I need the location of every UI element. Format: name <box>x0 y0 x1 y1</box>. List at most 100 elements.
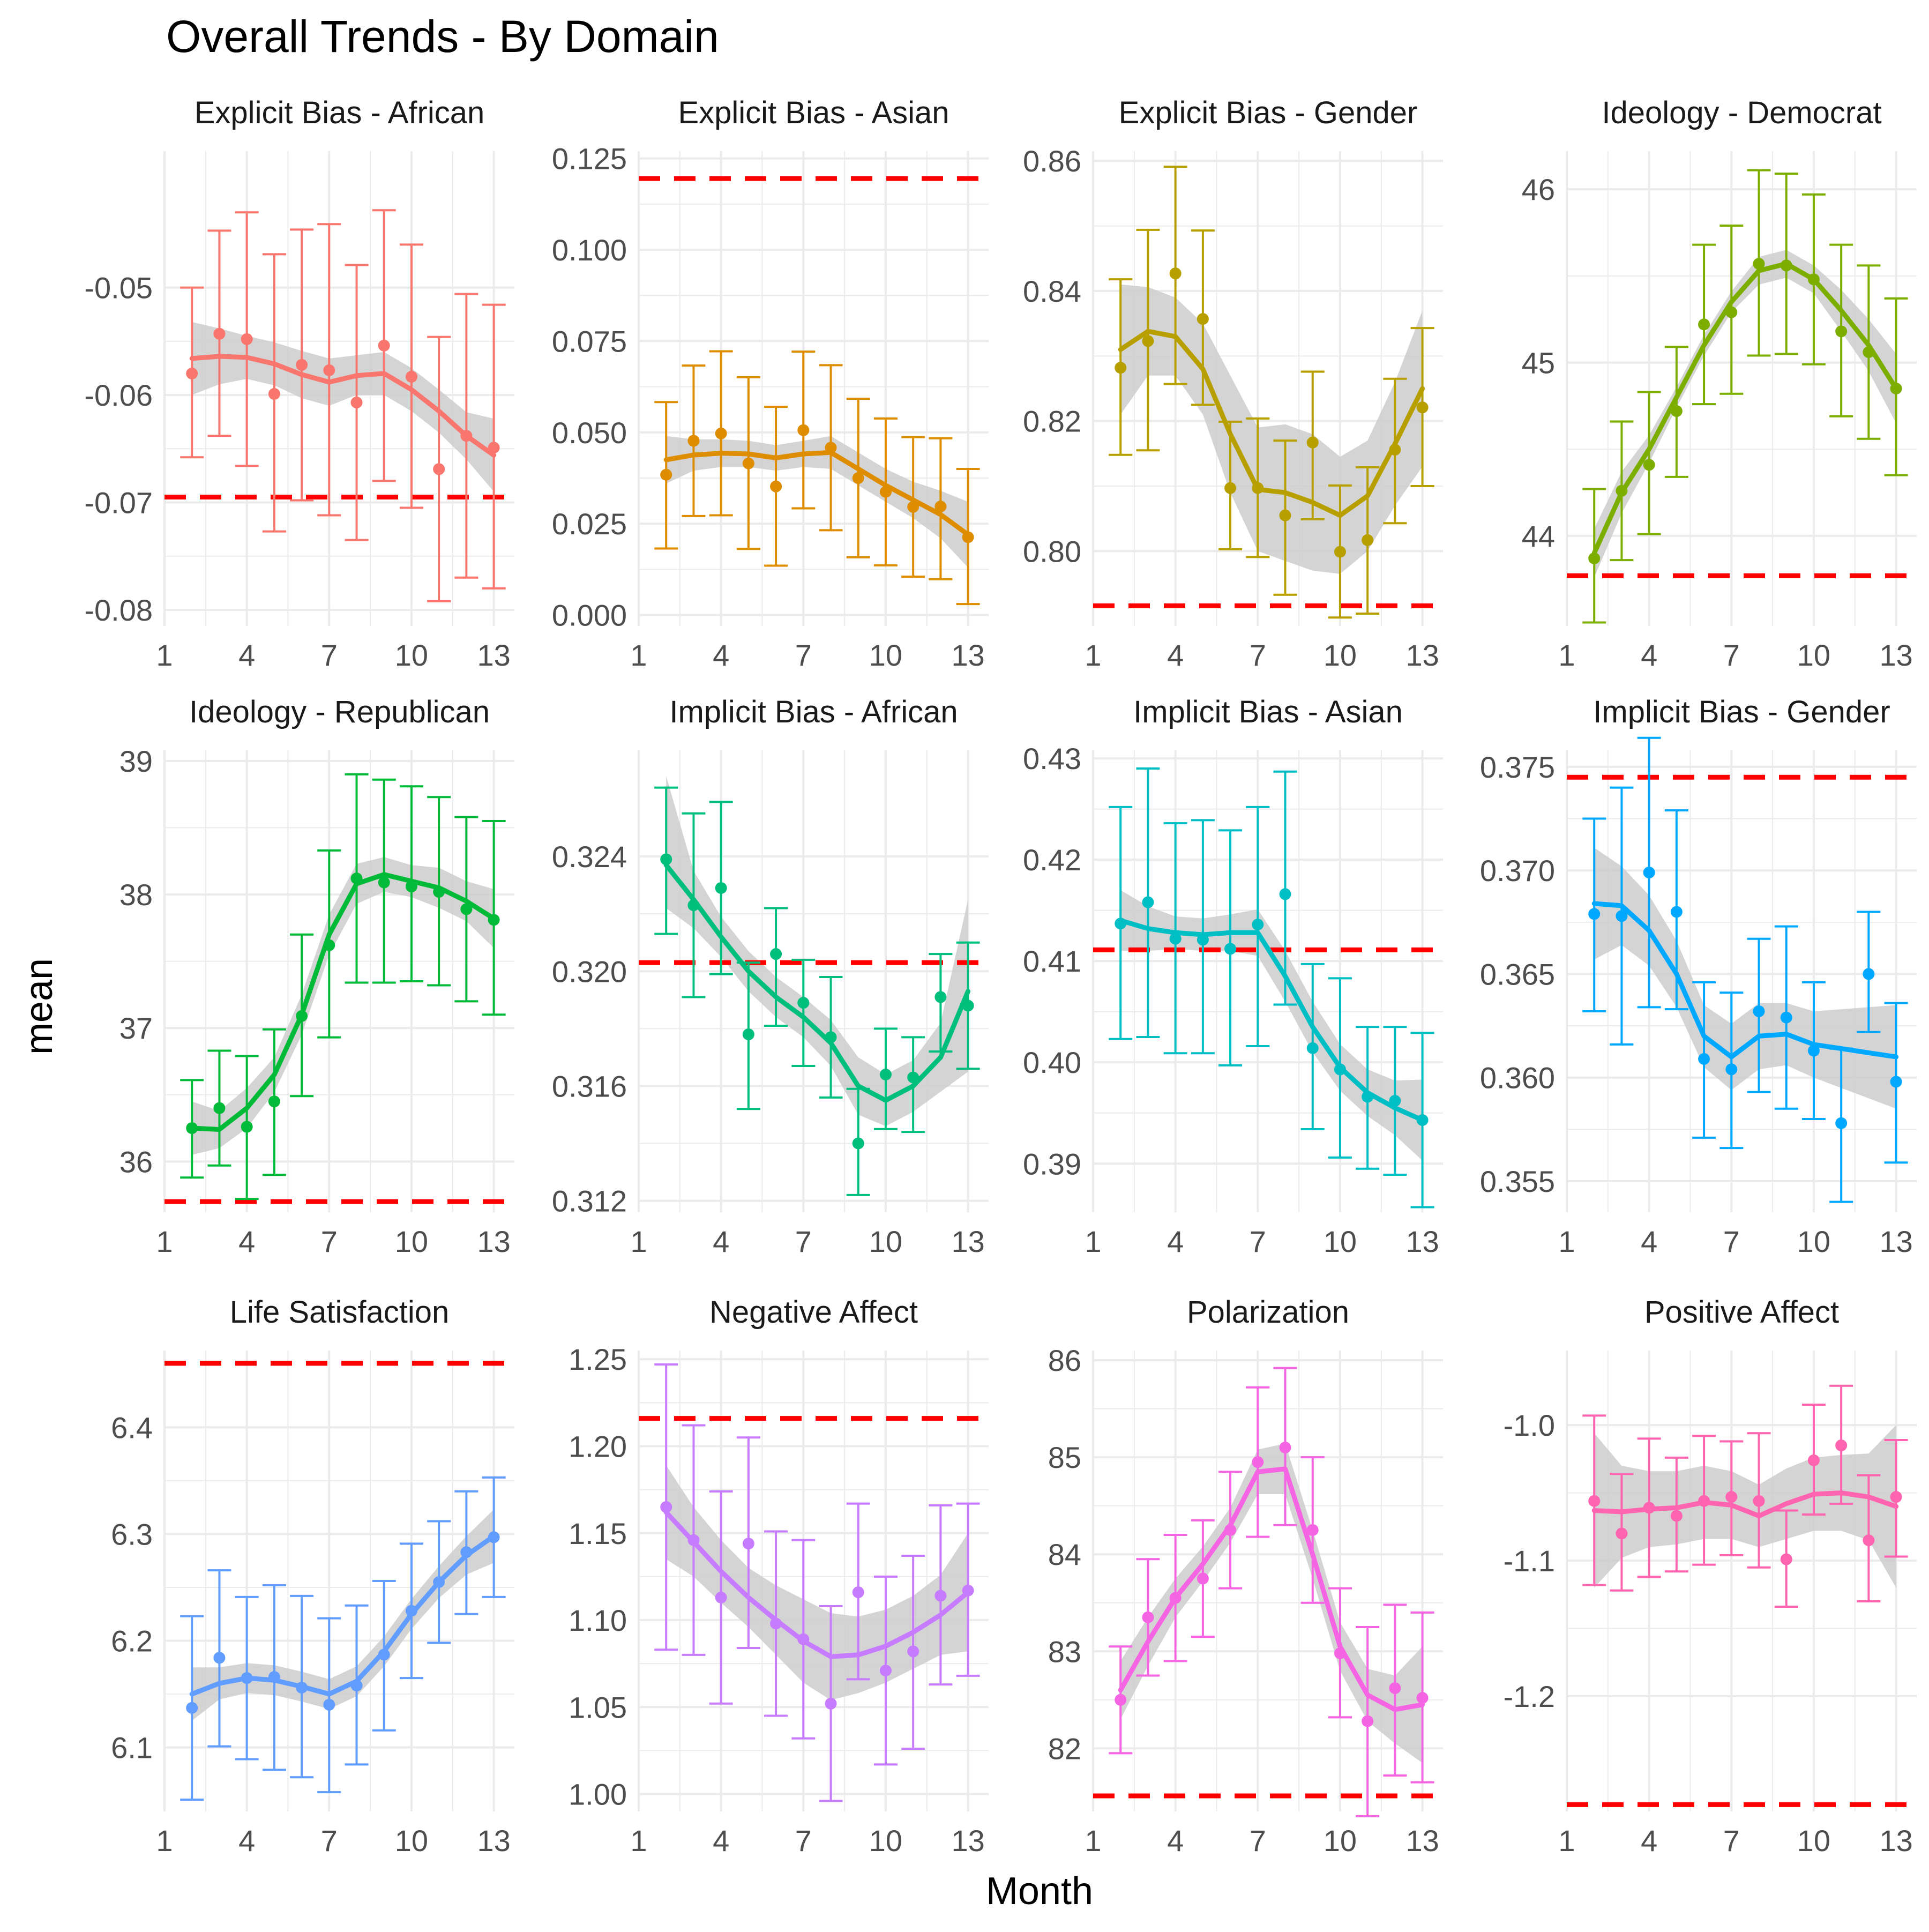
data-point <box>186 1122 198 1135</box>
y-tick-label: 84 <box>1048 1538 1081 1571</box>
data-point <box>1279 888 1291 900</box>
data-point <box>323 364 335 376</box>
data-point <box>1725 1063 1738 1076</box>
data-point <box>1416 1692 1429 1704</box>
x-tick-label: 7 <box>1250 1225 1266 1258</box>
data-point <box>1588 908 1601 920</box>
data-point <box>268 1095 280 1108</box>
data-point <box>1890 383 1902 394</box>
data-point <box>1389 1095 1401 1107</box>
data-point <box>1306 1524 1319 1536</box>
data-point <box>1306 436 1319 449</box>
data-point <box>1279 509 1291 521</box>
data-point <box>1780 259 1792 272</box>
confidence-ribbon <box>1594 1425 1896 1588</box>
y-tick-label: 0.42 <box>1023 843 1081 877</box>
data-point <box>1698 1495 1710 1507</box>
data-point <box>852 1586 864 1599</box>
data-point <box>715 427 727 439</box>
data-point <box>433 1576 445 1588</box>
data-point <box>1142 896 1154 908</box>
data-point <box>186 1702 198 1714</box>
data-point <box>1389 444 1401 456</box>
y-tick-label: 0.316 <box>552 1069 627 1103</box>
data-point <box>213 327 226 340</box>
data-point <box>715 1591 727 1603</box>
data-point <box>1389 1682 1401 1695</box>
x-tick-label: 10 <box>1797 638 1830 672</box>
smooth-trend-line <box>189 872 497 1132</box>
data-point <box>405 881 417 893</box>
x-tick-label: 1 <box>1085 1225 1101 1258</box>
y-tick-label: 0.320 <box>552 954 627 988</box>
data-point <box>1616 1527 1628 1540</box>
data-point <box>879 1069 892 1081</box>
data-point <box>241 1121 253 1133</box>
y-tick-label: 0.84 <box>1023 274 1081 308</box>
data-point <box>1616 910 1628 922</box>
data-point <box>1224 1524 1237 1536</box>
data-point <box>1142 335 1154 347</box>
y-tick-label: 0.100 <box>552 233 627 267</box>
x-tick-label: 10 <box>869 1824 902 1858</box>
x-tick-label: 13 <box>951 638 984 672</box>
data-point <box>1670 906 1683 918</box>
data-point <box>687 435 700 447</box>
confidence-ribbon <box>1120 890 1423 1161</box>
data-point <box>1588 1495 1601 1507</box>
data-point <box>742 1538 754 1550</box>
facet-title: Polarization <box>1187 1295 1349 1330</box>
y-tick-label: 1.00 <box>569 1778 627 1811</box>
data-point <box>1169 267 1182 280</box>
facet-panels: Explicit Bias - African 1 4 7 10 13 -0.08 -0.07… <box>84 95 1917 1858</box>
x-tick-label: 13 <box>477 1225 510 1258</box>
x-tick-label: 4 <box>1641 1225 1657 1258</box>
data-point <box>460 903 473 915</box>
data-point <box>1362 534 1374 546</box>
y-tick-label: 1.05 <box>569 1690 627 1724</box>
x-tick-label: 4 <box>238 638 255 672</box>
data-point <box>1252 482 1264 494</box>
data-point <box>1863 968 1875 980</box>
data-point <box>1753 1495 1765 1507</box>
data-point <box>797 997 810 1009</box>
data-point <box>268 388 280 400</box>
y-tick-label: 38 <box>119 878 153 912</box>
data-point <box>378 339 390 352</box>
facet-panel: Explicit Bias - Gender 1 4 7 10 13 0.80 0.82 0.8… <box>1023 95 1443 672</box>
data-point <box>934 501 947 513</box>
data-point <box>241 333 253 345</box>
smooth-trend-line <box>663 862 971 1103</box>
x-tick-label: 10 <box>395 1824 428 1858</box>
data-point <box>962 531 974 543</box>
data-point <box>1416 401 1429 414</box>
data-point <box>1643 1502 1655 1514</box>
x-tick-label: 7 <box>795 1824 812 1858</box>
y-tick-label: 37 <box>119 1011 153 1045</box>
facet-title: Ideology - Republican <box>189 695 490 729</box>
facet-title: Explicit Bias - Asian <box>678 95 949 130</box>
facet-title: Explicit Bias - African <box>195 95 485 130</box>
data-point <box>770 948 782 960</box>
y-axis-label: mean <box>18 958 61 1055</box>
y-tick-label: 0.125 <box>552 142 627 176</box>
x-tick-label: 13 <box>477 638 510 672</box>
y-tick-label: 0.39 <box>1023 1147 1081 1181</box>
x-tick-label: 10 <box>1324 638 1357 672</box>
data-point <box>1224 482 1237 494</box>
data-point <box>1416 1114 1429 1126</box>
x-tick-label: 4 <box>1167 1824 1184 1858</box>
facet-title: Life Satisfaction <box>230 1295 449 1330</box>
y-tick-label: 0.360 <box>1480 1061 1555 1095</box>
x-tick-label: 4 <box>713 638 729 672</box>
x-tick-label: 7 <box>1723 1824 1740 1858</box>
data-point <box>742 457 754 469</box>
y-tick-label: 6.1 <box>111 1731 153 1765</box>
data-point <box>1780 1553 1792 1565</box>
data-point <box>378 1648 390 1661</box>
data-point <box>1890 1076 1902 1088</box>
data-point <box>852 1137 864 1150</box>
facet-title: Implicit Bias - Gender <box>1593 695 1890 729</box>
data-point <box>296 1682 308 1694</box>
x-tick-label: 7 <box>1250 638 1266 672</box>
